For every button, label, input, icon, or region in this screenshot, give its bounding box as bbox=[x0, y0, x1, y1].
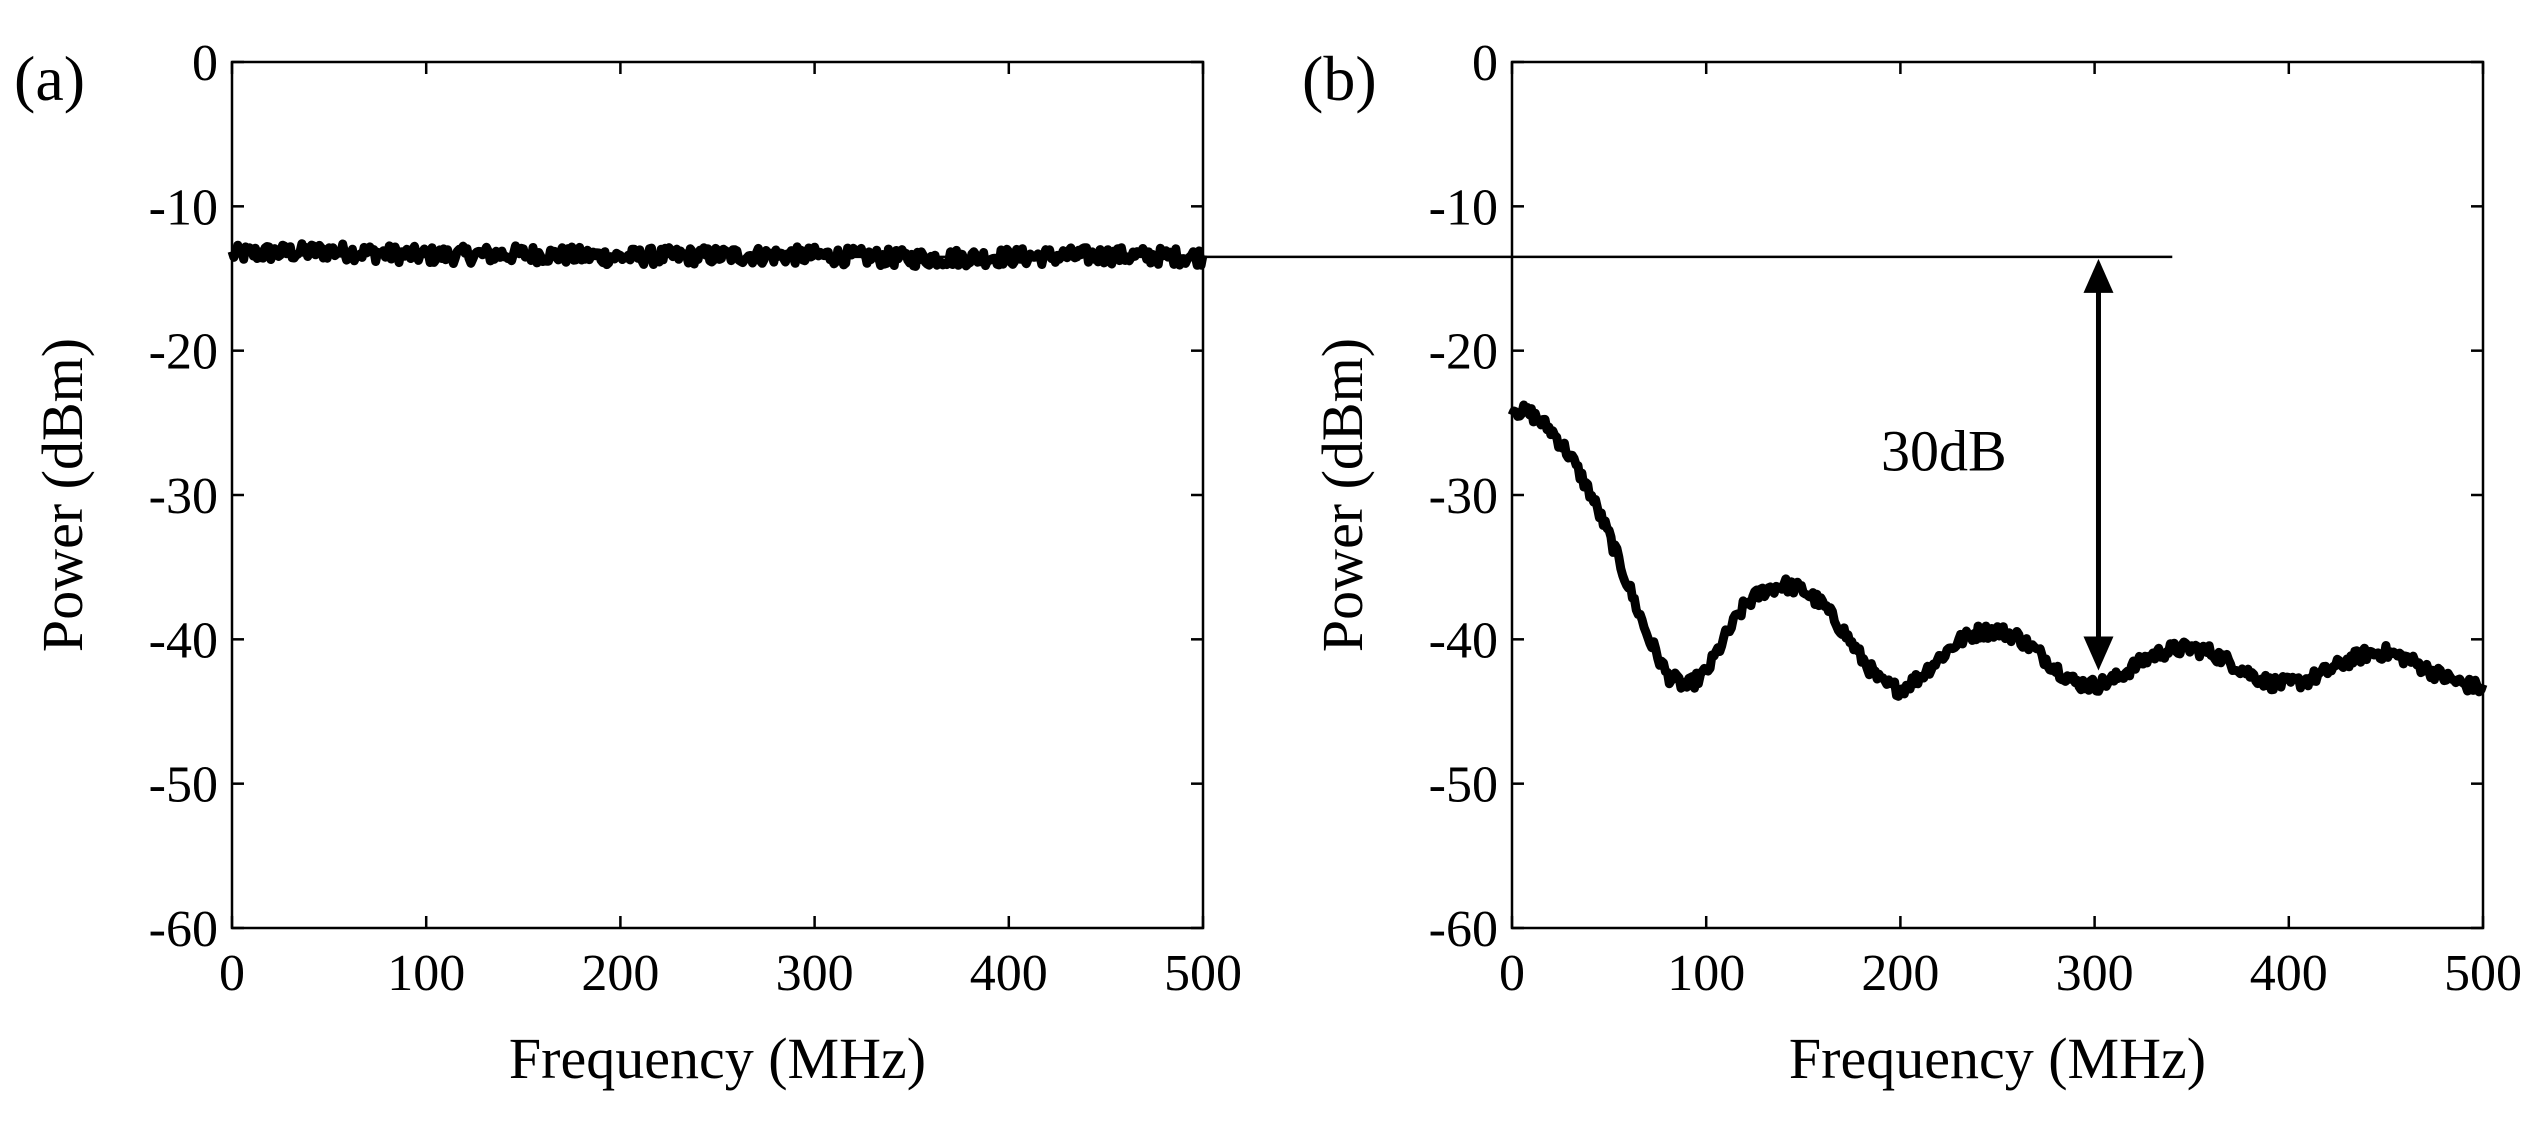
arrow-head-up bbox=[2083, 258, 2114, 293]
annotation-text: 30dB bbox=[1881, 418, 2007, 483]
y-tick-label: -40 bbox=[149, 612, 218, 669]
panel-b: (b) 0 100 200 300 400 500 0 -10 -20 -30 -40 -50 -60 Fr… bbox=[550, 35, 2522, 1091]
x-tick-label: 200 bbox=[1861, 945, 1939, 1002]
x-tick-label: 0 bbox=[219, 945, 245, 1002]
x-axis-label: Frequency (MHz) bbox=[1789, 1026, 2206, 1091]
panel-label: (b) bbox=[1302, 43, 1377, 114]
y-axis-label: Power (dBm) bbox=[1310, 338, 1375, 652]
y-axis-label: Power (dBm) bbox=[30, 338, 95, 652]
x-tick-label: 100 bbox=[387, 945, 465, 1002]
y-tick-label: -30 bbox=[1429, 468, 1498, 525]
x-axis-label: Frequency (MHz) bbox=[509, 1026, 926, 1091]
y-tick-label: -30 bbox=[149, 468, 218, 525]
series-line bbox=[227, 239, 1208, 271]
x-tick-label: 400 bbox=[970, 945, 1048, 1002]
panel-a: (a) 0 100 200 300 400 500 0 -10 -20 -30 -40 -50 -60 Fr… bbox=[14, 35, 1242, 1091]
panel-label: (a) bbox=[14, 43, 85, 114]
x-tick-label: 200 bbox=[581, 945, 659, 1002]
y-tick-label: -50 bbox=[149, 757, 218, 814]
x-tick-label: 300 bbox=[2056, 945, 2134, 1002]
y-tick-label: -20 bbox=[149, 324, 218, 381]
x-tick-label: 500 bbox=[1164, 945, 1242, 1002]
axes-box bbox=[1510, 60, 2485, 930]
y-tick-label: 0 bbox=[1472, 35, 1498, 92]
y-tick-label: -40 bbox=[1429, 612, 1498, 669]
y-tick-label: -50 bbox=[1429, 757, 1498, 814]
y-tick-label: -10 bbox=[149, 179, 218, 236]
arrow-head-down bbox=[2083, 636, 2114, 671]
y-tick-label: -10 bbox=[1429, 179, 1498, 236]
y-tick-label: -60 bbox=[149, 901, 218, 958]
series-line bbox=[1507, 400, 2488, 701]
x-tick-label: 400 bbox=[2250, 945, 2328, 1002]
axes-box bbox=[230, 60, 1205, 930]
x-tick-label: 300 bbox=[776, 945, 854, 1002]
x-tick-label: 500 bbox=[2444, 945, 2522, 1002]
x-tick-label: 100 bbox=[1667, 945, 1745, 1002]
x-tick-label: 0 bbox=[1499, 945, 1525, 1002]
y-tick-label: -20 bbox=[1429, 324, 1498, 381]
y-tick-label: -60 bbox=[1429, 901, 1498, 958]
y-tick-label: 0 bbox=[192, 35, 218, 92]
